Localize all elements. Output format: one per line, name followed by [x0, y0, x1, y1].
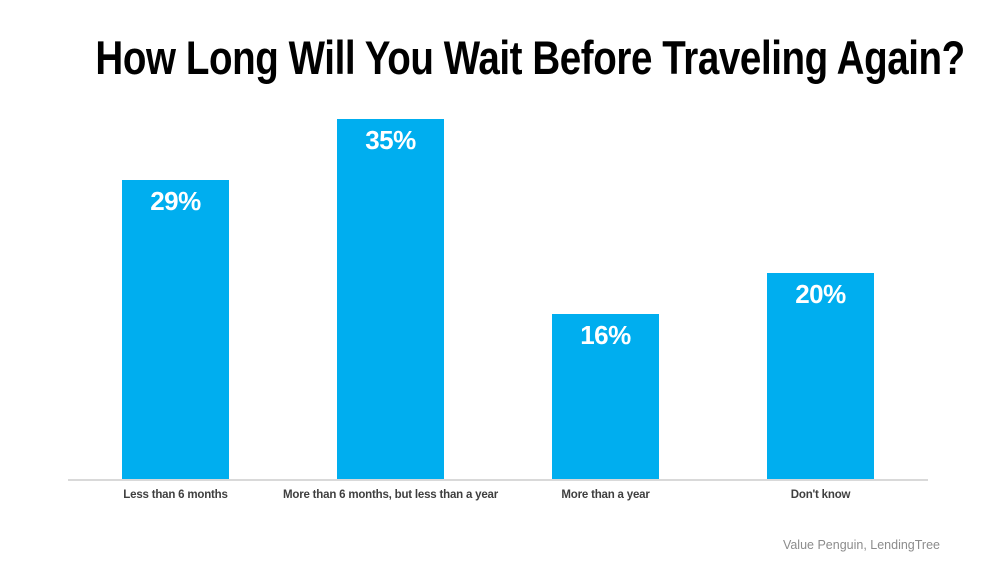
- x-axis-category-labels: Less than 6 months More than 6 months, b…: [68, 489, 928, 501]
- bar-more-than-6-months: 35%: [337, 118, 444, 479]
- bar-value-label: 20%: [795, 279, 846, 309]
- bar-value-label: 16%: [580, 320, 631, 351]
- bar-more-than-a-year: 16%: [552, 314, 659, 479]
- bar-value-label: 35%: [365, 124, 416, 155]
- source-credit: Value Penguin, LendingTree: [782, 538, 940, 552]
- bar-column: 35%: [283, 105, 498, 479]
- category-label: Less than 6 months: [123, 489, 228, 501]
- bar-column: 29%: [68, 105, 283, 479]
- category-label: More than a year: [561, 489, 650, 501]
- plot-area: 29% 35% 16% 20%: [68, 105, 928, 481]
- bar-column: 20%: [713, 105, 928, 479]
- chart-title: How Long Will You Wait Before Traveling …: [95, 31, 965, 84]
- bar-dont-know: 20%: [767, 273, 874, 479]
- bar-column: 16%: [498, 105, 713, 479]
- title-area: How Long Will You Wait Before Traveling …: [0, 32, 1000, 84]
- category-label: Don't know: [790, 489, 851, 501]
- bar-less-than-6-months: 29%: [122, 180, 229, 479]
- bar-value-label: 29%: [150, 186, 201, 217]
- category-label: More than 6 months, but less than a year: [283, 489, 499, 501]
